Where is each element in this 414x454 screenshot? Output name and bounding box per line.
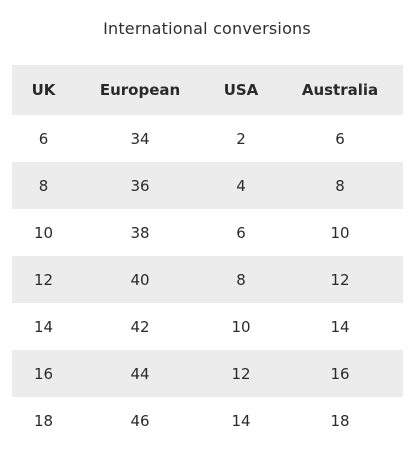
cell-uk: 10 <box>33 223 54 242</box>
table-row: 12 40 8 12 <box>12 256 403 303</box>
column-header-usa: USA <box>223 81 259 99</box>
cell-usa: 12 <box>231 364 251 383</box>
cell-uk: 12 <box>33 270 54 289</box>
table-row: 18 46 14 18 <box>12 397 403 444</box>
cell-usa: 8 <box>236 270 246 289</box>
cell-european: 36 <box>130 176 150 195</box>
table-row: 6 34 2 6 <box>12 115 403 162</box>
cell-uk: 18 <box>33 411 54 430</box>
cell-australia: 16 <box>330 364 350 383</box>
cell-european: 40 <box>130 270 150 289</box>
cell-uk: 6 <box>38 129 49 148</box>
cell-australia: 18 <box>330 411 350 430</box>
cell-uk: 8 <box>38 176 49 195</box>
column-header-uk: UK <box>31 81 56 99</box>
table-row: 14 42 10 14 <box>12 303 403 350</box>
cell-european: 42 <box>130 317 150 336</box>
table-header-row: UK European USA Australia <box>12 65 403 115</box>
cell-usa: 2 <box>236 129 246 148</box>
cell-usa: 14 <box>231 411 251 430</box>
column-header-australia: Australia <box>301 81 379 99</box>
cell-australia: 8 <box>335 176 345 195</box>
page-title: International conversions <box>103 19 311 38</box>
cell-australia: 6 <box>335 129 345 148</box>
table-row: 10 38 6 10 <box>12 209 403 256</box>
cell-australia: 10 <box>330 223 350 242</box>
cell-european: 38 <box>130 223 150 242</box>
cell-usa: 4 <box>236 176 246 195</box>
column-header-european: European <box>99 81 181 99</box>
cell-european: 44 <box>130 364 150 383</box>
cell-uk: 16 <box>33 364 54 383</box>
cell-european: 46 <box>130 411 150 430</box>
cell-australia: 12 <box>330 270 350 289</box>
cell-uk: 14 <box>33 317 54 336</box>
cell-usa: 10 <box>231 317 251 336</box>
size-conversion-table: UK European USA Australia 6 34 2 6 8 36 … <box>12 65 403 444</box>
table-row: 8 36 4 8 <box>12 162 403 209</box>
cell-usa: 6 <box>236 223 246 242</box>
table-row: 16 44 12 16 <box>12 350 403 397</box>
cell-european: 34 <box>130 129 150 148</box>
cell-australia: 14 <box>330 317 350 336</box>
